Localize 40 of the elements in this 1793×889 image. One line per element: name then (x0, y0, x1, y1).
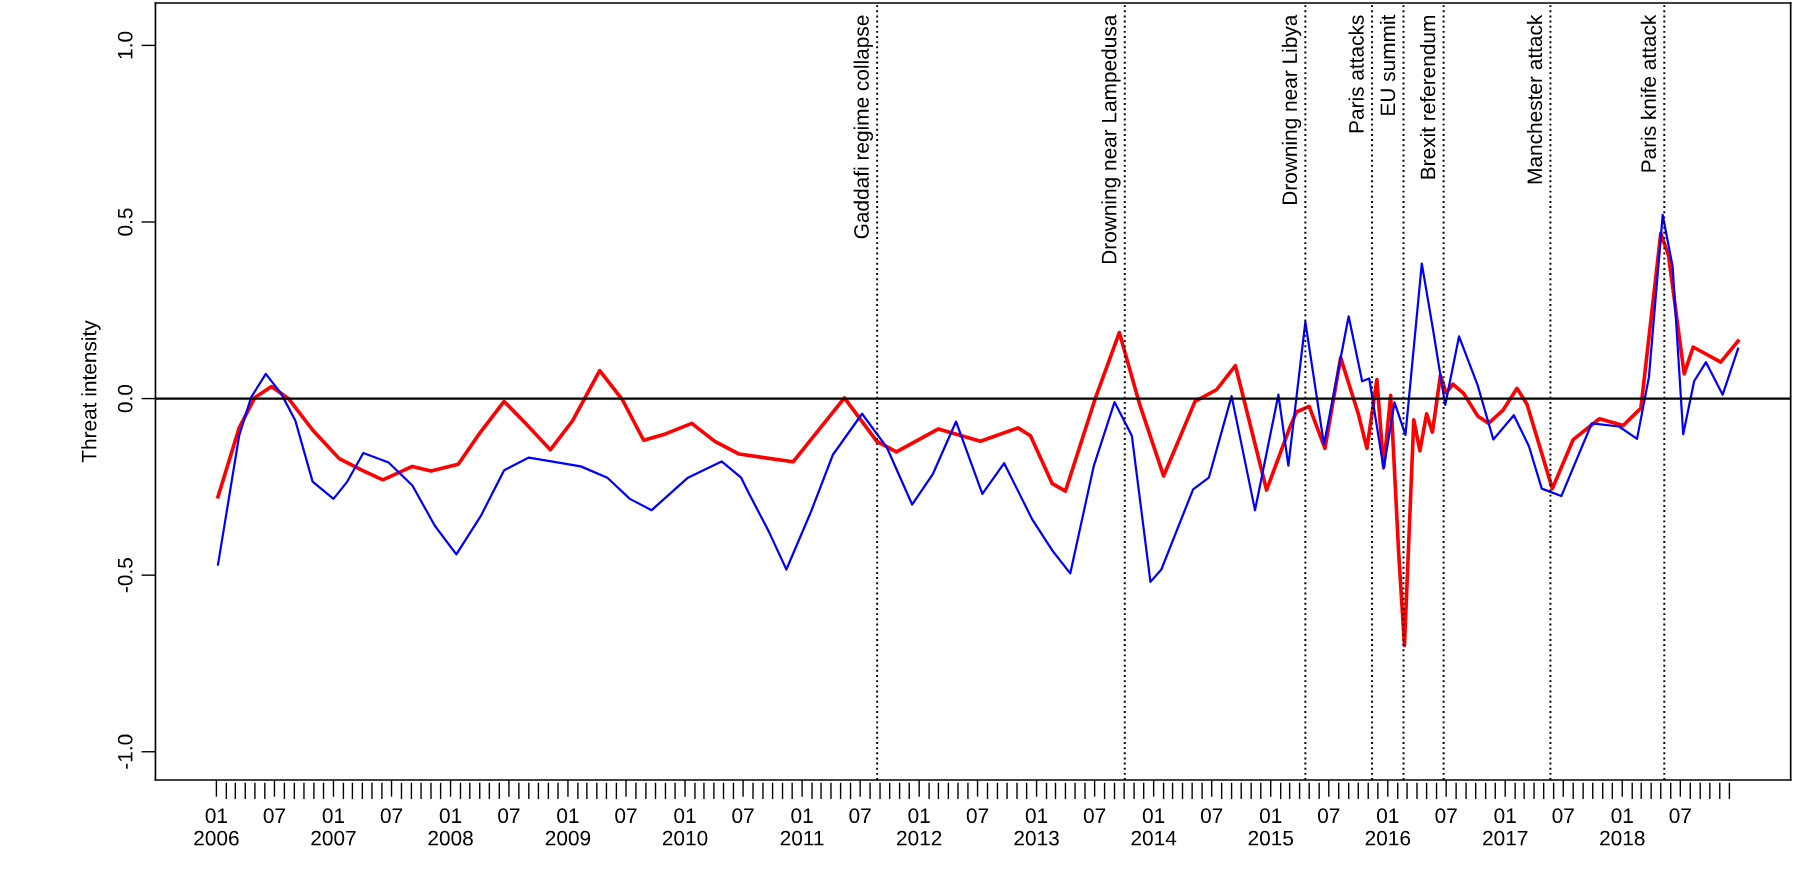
x-tick-label: 01 2009 (545, 808, 591, 846)
x-tick-label: 07 (615, 808, 637, 824)
x-tick-label: 07 (732, 808, 754, 824)
x-tick-label: 07 (1200, 808, 1223, 824)
x-tick-label: 07 (966, 808, 989, 824)
y-tick-label: 0.5 (117, 208, 133, 236)
x-tick-label: 01 2007 (311, 808, 356, 846)
x-tick-label: 07 (849, 808, 871, 824)
x-tick-label: 07 (263, 808, 285, 824)
y-tick-label: -0.5 (117, 558, 133, 593)
y-tick-label: -1.0 (117, 734, 133, 769)
ref-line-label: Manchester attack (1526, 14, 1543, 184)
x-tick-label: 07 (1083, 808, 1106, 824)
x-tick-label: 07 (1318, 808, 1340, 824)
ref-line-label: Gaddafi regime collapse (853, 15, 873, 239)
x-tick-label: 07 (1435, 808, 1457, 824)
x-tick-label: 07 (498, 808, 520, 824)
x-tick-label: 01 2006 (194, 808, 239, 846)
ref-line-label: Brexit referendum (1420, 16, 1436, 179)
ref-line-label: Drowning near Lampedusa (1101, 14, 1121, 264)
ref-line-label: Paris knife attack (1640, 14, 1657, 172)
ref-line-label: Paris attacks (1348, 15, 1364, 133)
ref-line-label: EU summit (1379, 14, 1396, 115)
y-tick-label: 0.0 (117, 384, 133, 413)
x-tick-label: 01 2015 (1248, 808, 1294, 846)
ref-line-label: Drowning near Libya (1281, 14, 1302, 205)
y-axis-title: Threat intensity (81, 320, 101, 463)
x-tick-label: 07 (1669, 808, 1691, 824)
x-tick-label: 01 2017 (1483, 808, 1528, 846)
x-tick-label: 01 2010 (662, 808, 708, 846)
x-tick-label: 01 2011 (780, 808, 824, 846)
x-tick-label: 07 (1552, 808, 1574, 824)
x-tick-label: 01 2014 (1131, 808, 1177, 846)
x-tick-label: 07 (380, 808, 403, 824)
x-tick-label: 01 2012 (897, 808, 942, 846)
x-tick-label: 01 2016 (1365, 808, 1411, 846)
x-tick-label: 01 2008 (428, 808, 473, 846)
x-tick-label: 01 2018 (1600, 808, 1645, 846)
y-tick-label: 1.0 (117, 31, 133, 59)
x-tick-label: 01 2013 (1014, 808, 1059, 846)
